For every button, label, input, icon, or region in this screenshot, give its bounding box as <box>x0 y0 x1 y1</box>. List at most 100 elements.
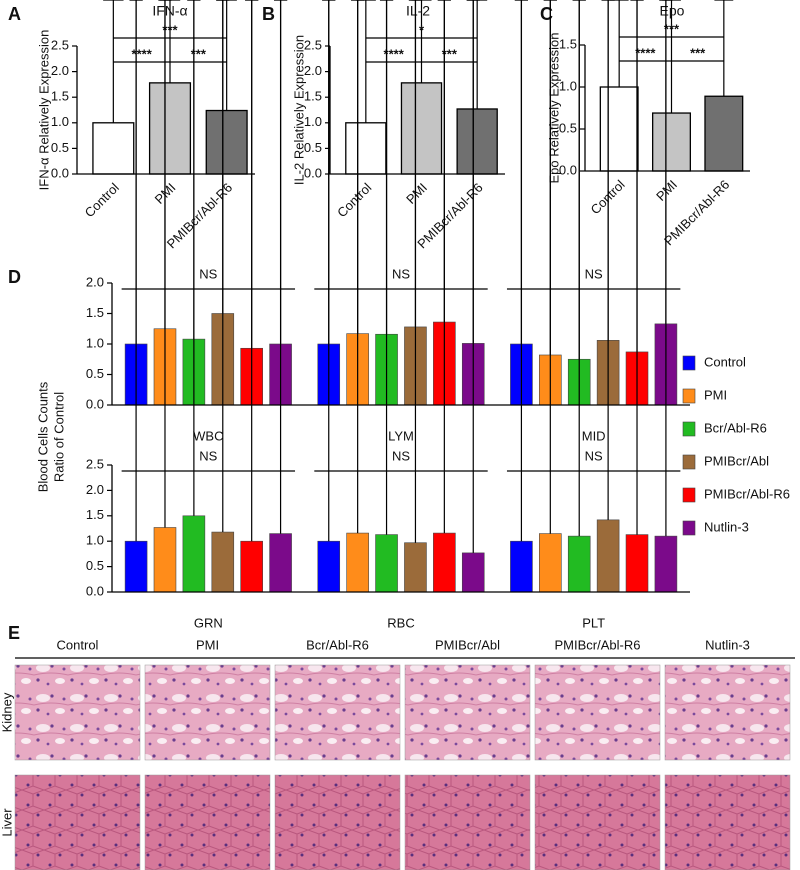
row-label: Kidney <box>0 692 14 732</box>
histology-image <box>144 774 271 870</box>
significance-label: *** <box>442 46 458 61</box>
bar <box>510 540 533 593</box>
ns-label: NS <box>392 448 410 463</box>
y-tick-label: 0.5 <box>559 120 577 135</box>
bar <box>92 122 135 175</box>
y-tick-label: 2.0 <box>86 274 104 289</box>
significance-label: **** <box>635 45 656 60</box>
legend-label: PMIBcr/Abl <box>704 453 769 468</box>
histology-image <box>14 664 141 761</box>
bar <box>539 533 562 593</box>
chart-title: Epo <box>660 3 685 19</box>
panel-label: D <box>8 267 21 287</box>
x-tick-label: RBC <box>387 615 414 630</box>
bar <box>599 86 639 172</box>
bar <box>654 535 678 593</box>
y-tick-label: 1.0 <box>86 533 104 548</box>
x-tick-label: GRN <box>194 615 223 630</box>
y-tick-label: 1.5 <box>51 89 69 104</box>
significance-label: *** <box>162 22 178 37</box>
row-label: Liver <box>0 808 14 837</box>
bar <box>317 540 341 593</box>
y-tick-label: 2.0 <box>51 63 69 78</box>
panel-label: C <box>540 4 553 24</box>
significance-label: *** <box>664 21 680 36</box>
y-tick-label: 0.5 <box>86 558 104 573</box>
bar <box>461 552 485 593</box>
y-tick-label: 0.5 <box>86 366 104 381</box>
y-tick-label: 1.5 <box>86 305 104 320</box>
y-axis-label: Epo Relatively Expression <box>546 32 561 183</box>
y-tick-label: 1.0 <box>559 78 577 93</box>
legend-label: Control <box>704 354 746 369</box>
bar <box>596 519 620 593</box>
histology-image <box>274 664 401 761</box>
y-tick-label: 2.5 <box>86 456 104 471</box>
ns-label: NS <box>392 266 410 281</box>
x-tick-label: Control <box>82 180 122 220</box>
column-label: PMIBcr/Abl-R6 <box>555 637 641 652</box>
legend-label: PMI <box>704 387 727 402</box>
x-tick-label: LYM <box>388 428 414 443</box>
x-tick-label: PLT <box>582 615 605 630</box>
column-label: PMI <box>196 637 219 652</box>
legend-label: Bcr/Abl-R6 <box>704 420 767 435</box>
histology-image <box>404 774 531 870</box>
ns-label: NS <box>585 266 603 281</box>
bar <box>567 535 591 593</box>
x-tick-label: WBC <box>193 428 223 443</box>
bar <box>148 82 192 175</box>
y-tick-label: 1.0 <box>304 114 322 129</box>
bar <box>240 540 263 593</box>
significance-label: **** <box>132 46 153 61</box>
histology-image <box>664 664 791 761</box>
bar <box>346 532 369 593</box>
y-axis-label: Ratio of Control <box>51 392 66 482</box>
x-tick-label: Control <box>334 180 374 220</box>
bar <box>211 531 235 593</box>
bar <box>400 82 443 175</box>
significance-label: *** <box>191 46 207 61</box>
bar <box>205 109 248 175</box>
bar <box>269 533 292 593</box>
y-tick-label: 2.5 <box>51 37 69 52</box>
legend-swatch <box>682 388 696 404</box>
histology-image <box>274 774 401 870</box>
column-label: Control <box>57 637 99 652</box>
x-tick-label: PMI <box>403 180 430 207</box>
column-label: Bcr/Abl-R6 <box>306 637 369 652</box>
significance-label: * <box>419 22 425 37</box>
panel-label: A <box>8 4 21 24</box>
y-tick-label: 0.5 <box>51 140 69 155</box>
bar <box>404 542 427 593</box>
legend-swatch <box>682 454 696 470</box>
ns-label: NS <box>199 448 217 463</box>
x-tick-label: PMI <box>653 177 680 204</box>
bar <box>182 515 206 593</box>
y-tick-label: 2.0 <box>304 63 322 78</box>
bar <box>456 108 498 175</box>
y-axis-label: IL-2 Relatively Expression <box>291 35 306 185</box>
column-label: Nutlin-3 <box>705 637 750 652</box>
histology-image <box>664 774 791 870</box>
y-tick-label: 0.5 <box>304 140 322 155</box>
chart-title: IL-2 <box>406 3 430 19</box>
y-tick-label: 0.0 <box>304 165 322 180</box>
significance-label: **** <box>384 46 405 61</box>
histology-image <box>14 774 141 870</box>
column-label: PMIBcr/Abl <box>435 637 500 652</box>
ns-label: NS <box>585 448 603 463</box>
legend-swatch <box>682 421 696 437</box>
y-tick-label: 2.5 <box>304 37 322 52</box>
y-axis-label: IFN-α Relatively Expression <box>36 30 51 191</box>
legend-label: Nutlin-3 <box>704 519 749 534</box>
y-tick-label: 0.0 <box>86 396 104 411</box>
legend-swatch <box>682 487 696 503</box>
bar <box>625 534 649 593</box>
panel-label: E <box>8 623 20 643</box>
bar <box>652 112 691 172</box>
bar <box>375 534 398 593</box>
histology-image <box>404 664 531 761</box>
